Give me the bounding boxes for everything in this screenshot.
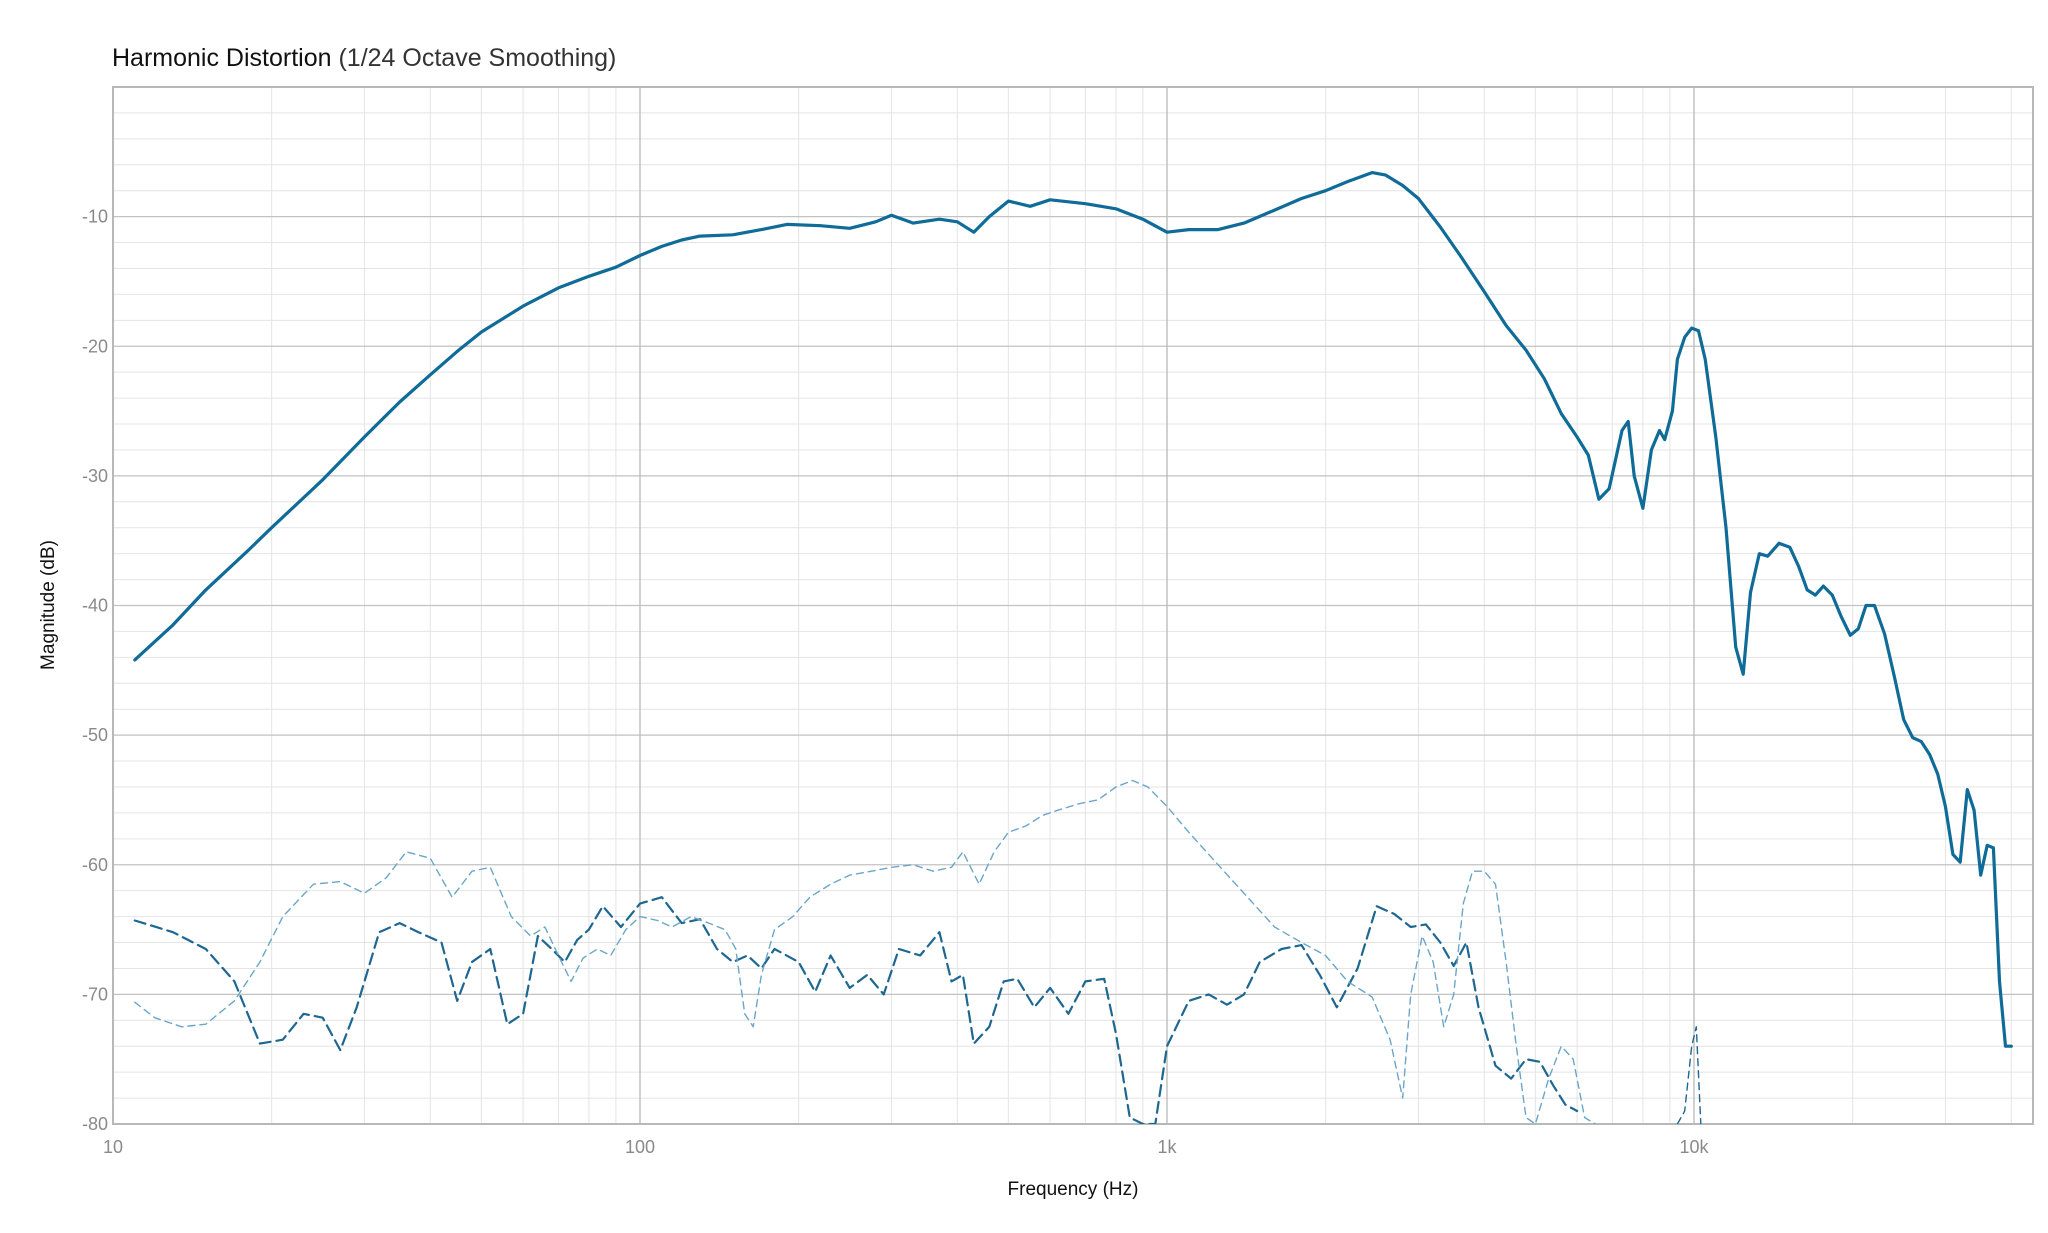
- x-tick-label: 1k: [1157, 1137, 1177, 1157]
- chart-title: Harmonic Distortion (1/24 Octave Smoothi…: [112, 44, 616, 73]
- x-tick-labels: 10 100 1k 10k: [103, 1137, 1710, 1157]
- series-line-2: [133, 896, 1579, 1124]
- x-tick-label: 10k: [1679, 1137, 1709, 1157]
- major-gridlines: [113, 87, 2033, 1124]
- y-tick-labels: -10 -20 -30 -40 -50 -60 -70 -80: [82, 207, 108, 1134]
- series-line-1: [133, 171, 2013, 1048]
- y-tick-label: -80: [82, 1114, 108, 1134]
- y-tick-label: -40: [82, 596, 108, 616]
- y-axis-label: Magnitude (dB): [38, 540, 59, 670]
- x-tick-label: 100: [625, 1137, 655, 1157]
- y-tick-label: -60: [82, 855, 108, 875]
- y-tick-label: -10: [82, 207, 108, 227]
- series-layer: [133, 171, 2013, 1124]
- y-tick-label: -30: [82, 466, 108, 486]
- x-axis-label: Frequency (Hz): [1008, 1179, 1139, 1200]
- series-line-4: [1676, 1026, 1702, 1124]
- minor-gridlines: [113, 87, 2033, 1124]
- chart-subtitle: (1/24 Octave Smoothing): [338, 44, 617, 72]
- chart-title-main: Harmonic Distortion: [112, 44, 332, 72]
- x-tick-label: 10: [103, 1137, 123, 1157]
- y-tick-label: -20: [82, 336, 108, 356]
- y-tick-label: -50: [82, 725, 108, 745]
- series-line-3: [134, 779, 1597, 1124]
- y-tick-label: -70: [82, 984, 108, 1004]
- plot-frame: [112, 86, 2034, 1125]
